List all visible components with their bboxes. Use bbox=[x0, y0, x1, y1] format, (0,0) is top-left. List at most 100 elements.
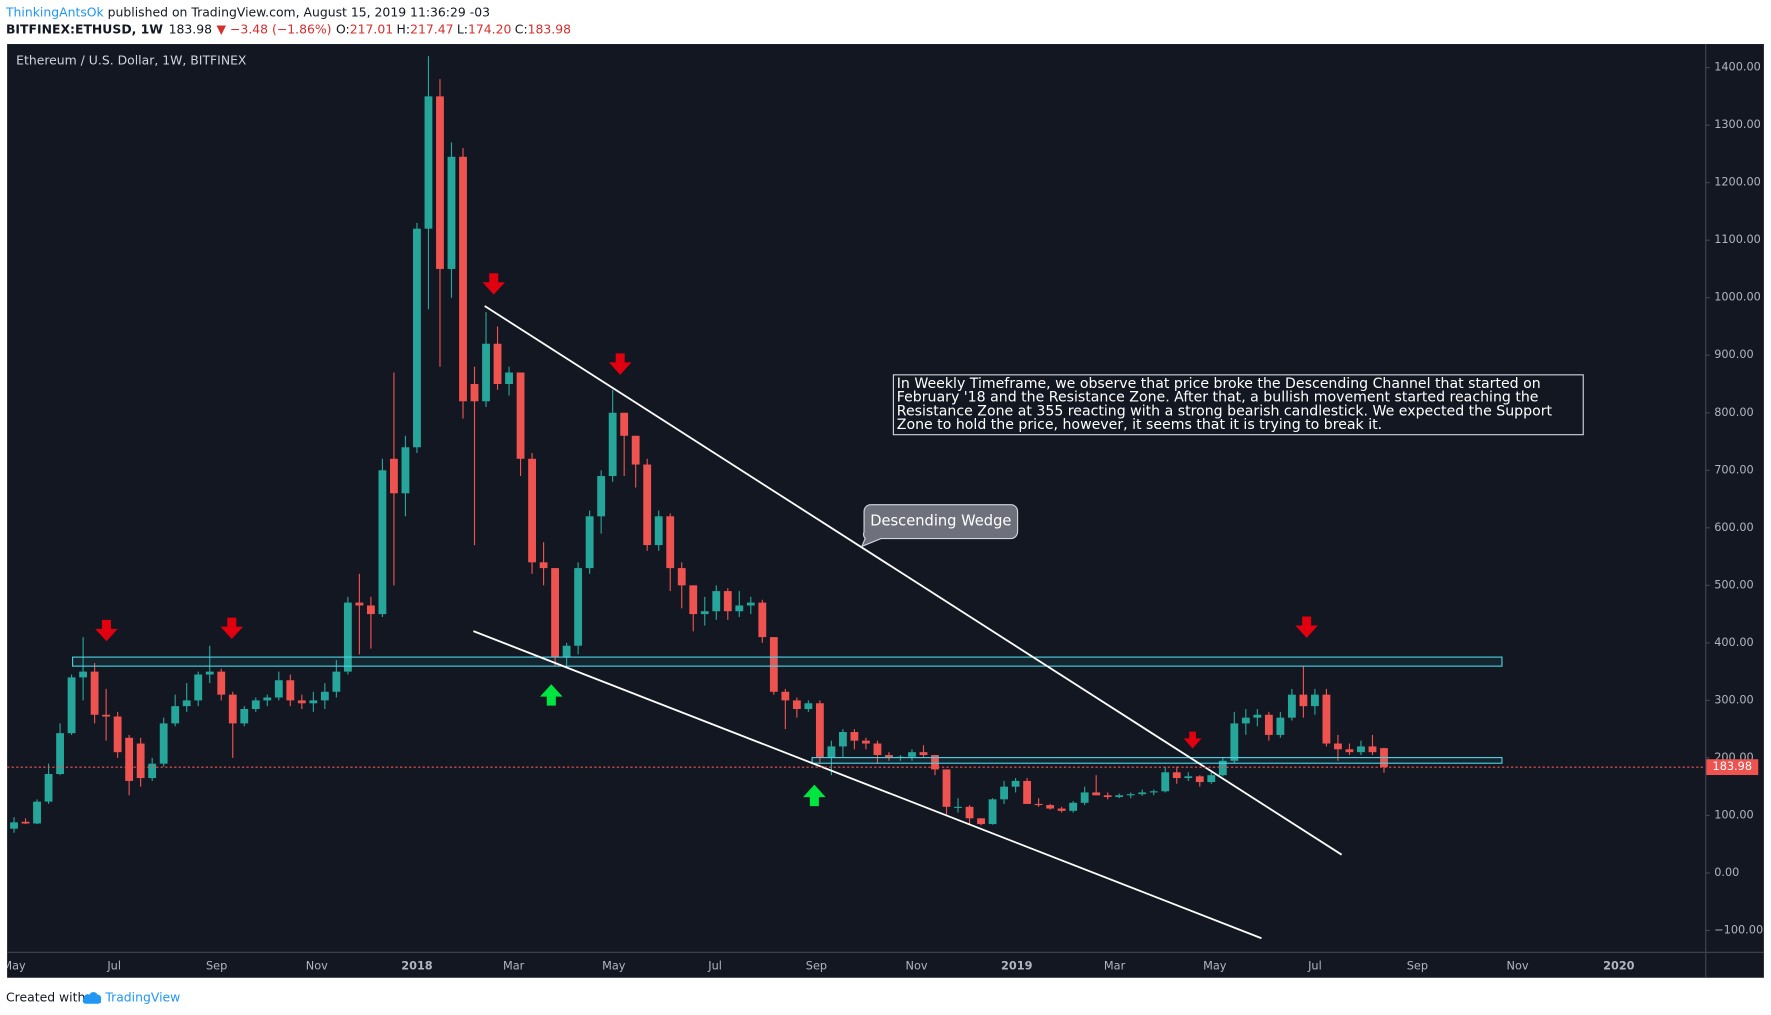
candle-body bbox=[1080, 792, 1089, 803]
candle-body bbox=[815, 703, 824, 758]
candle-body bbox=[792, 700, 801, 710]
x-tick-label: Nov bbox=[306, 959, 328, 972]
candle-body bbox=[654, 516, 663, 546]
candle-body bbox=[1334, 743, 1342, 750]
y-tick-label: 0.00 bbox=[1714, 866, 1739, 879]
candle-body bbox=[942, 769, 951, 807]
candle-body bbox=[205, 671, 214, 675]
candle-body bbox=[320, 691, 329, 701]
candle-body bbox=[1115, 795, 1124, 798]
x-tick-label: Sep bbox=[1407, 959, 1428, 972]
candle-body bbox=[159, 723, 168, 764]
author[interactable]: ThinkingAntsOk bbox=[5, 4, 105, 19]
y-tick-label: 1200.00 bbox=[1714, 176, 1761, 189]
y-tick-label: 600.00 bbox=[1714, 521, 1753, 534]
candle-body bbox=[493, 343, 502, 385]
candle-body bbox=[1345, 749, 1354, 753]
note-box[interactable] bbox=[892, 374, 1584, 436]
candle-body bbox=[263, 697, 272, 701]
note-line: February '18 and the Resistance Zone. Af… bbox=[897, 390, 1539, 406]
resistance-zone[interactable] bbox=[72, 656, 1503, 667]
candle-body bbox=[1046, 805, 1055, 809]
candle-body bbox=[954, 806, 962, 808]
down-arrow[interactable] bbox=[482, 273, 506, 295]
y-tick-label: 1100.00 bbox=[1714, 233, 1761, 246]
candle-body bbox=[643, 464, 652, 546]
candle-body bbox=[516, 372, 525, 459]
footer-brand[interactable]: TradingView bbox=[104, 990, 180, 1005]
candle-body bbox=[1207, 775, 1216, 783]
candle-body bbox=[528, 458, 536, 563]
x-tick-label: 2018 bbox=[401, 959, 433, 972]
candle-body bbox=[171, 706, 180, 724]
candle-body bbox=[1138, 792, 1147, 795]
candle-body bbox=[850, 732, 859, 741]
note-text: In Weekly Timeframe, we observe that pri… bbox=[897, 376, 1553, 433]
candle-body bbox=[988, 799, 997, 825]
candle-body bbox=[965, 806, 974, 819]
candle-body bbox=[562, 645, 571, 658]
candle-body bbox=[102, 714, 111, 717]
candle-body bbox=[862, 740, 870, 744]
wedge-upper-line[interactable] bbox=[484, 305, 1343, 856]
candle-body bbox=[804, 703, 813, 710]
candle-body bbox=[182, 700, 191, 707]
candle-body bbox=[10, 822, 18, 829]
down-arrow[interactable] bbox=[608, 353, 632, 375]
note-line: Resistance Zone at 355 reacting with a s… bbox=[897, 403, 1553, 419]
candle-body bbox=[1230, 723, 1239, 761]
candle-body bbox=[240, 709, 249, 724]
down-arrow[interactable] bbox=[95, 619, 118, 642]
candle-body bbox=[769, 637, 778, 692]
drawings: Descending Wedge bbox=[7, 273, 1706, 940]
x-tick-label: 2020 bbox=[1603, 959, 1635, 972]
up-arrow[interactable] bbox=[803, 784, 826, 807]
x-tick-label: 2019 bbox=[1001, 959, 1033, 972]
candle-body bbox=[44, 774, 53, 802]
wedge-lower-line[interactable] bbox=[473, 630, 1262, 940]
ohlc-value: 217.01 bbox=[350, 21, 393, 36]
last-price-label: 183.98 bbox=[1713, 760, 1752, 773]
x-tick-label: May bbox=[1203, 959, 1227, 972]
candle-body bbox=[1310, 694, 1319, 707]
candle-body bbox=[297, 700, 306, 704]
y-tick-label: 1400.00 bbox=[1714, 61, 1761, 74]
callout-box[interactable] bbox=[860, 504, 1019, 548]
last-price: 183.98 bbox=[169, 21, 213, 36]
candle-body bbox=[1218, 760, 1227, 776]
y-tick-label: 700.00 bbox=[1714, 463, 1753, 476]
last-price-tag bbox=[1706, 759, 1759, 776]
y-tick-label: 800.00 bbox=[1714, 406, 1753, 419]
candle-body bbox=[413, 228, 421, 448]
note-line: In Weekly Timeframe, we observe that pri… bbox=[897, 376, 1541, 392]
candle-body bbox=[1287, 694, 1296, 718]
candle-body bbox=[113, 716, 122, 753]
candle-body bbox=[459, 156, 467, 402]
candle-body bbox=[424, 96, 433, 229]
candle-body bbox=[608, 412, 617, 477]
candle-body bbox=[436, 96, 444, 269]
candle-body bbox=[620, 412, 629, 436]
candle-body bbox=[447, 156, 456, 269]
down-arrow[interactable] bbox=[1183, 731, 1202, 749]
candle-body bbox=[735, 605, 744, 612]
candle-body bbox=[251, 700, 260, 710]
up-arrow[interactable] bbox=[540, 684, 563, 706]
candle-body bbox=[217, 671, 226, 695]
candle-body bbox=[1023, 780, 1032, 804]
candle-body bbox=[390, 458, 398, 494]
support-zone[interactable] bbox=[811, 757, 1503, 764]
candle-body bbox=[366, 605, 375, 615]
candle-body bbox=[309, 700, 318, 704]
down-arrow[interactable] bbox=[1295, 616, 1318, 638]
x-tick-label: M bbox=[1705, 959, 1715, 972]
candle-body bbox=[1184, 776, 1193, 779]
ohlc-value: 174.20 bbox=[468, 21, 512, 36]
candle-body bbox=[79, 671, 88, 678]
candle-body bbox=[919, 752, 928, 756]
candle-body bbox=[1264, 714, 1273, 735]
candle-body bbox=[838, 732, 847, 747]
down-arrow[interactable] bbox=[220, 617, 244, 640]
